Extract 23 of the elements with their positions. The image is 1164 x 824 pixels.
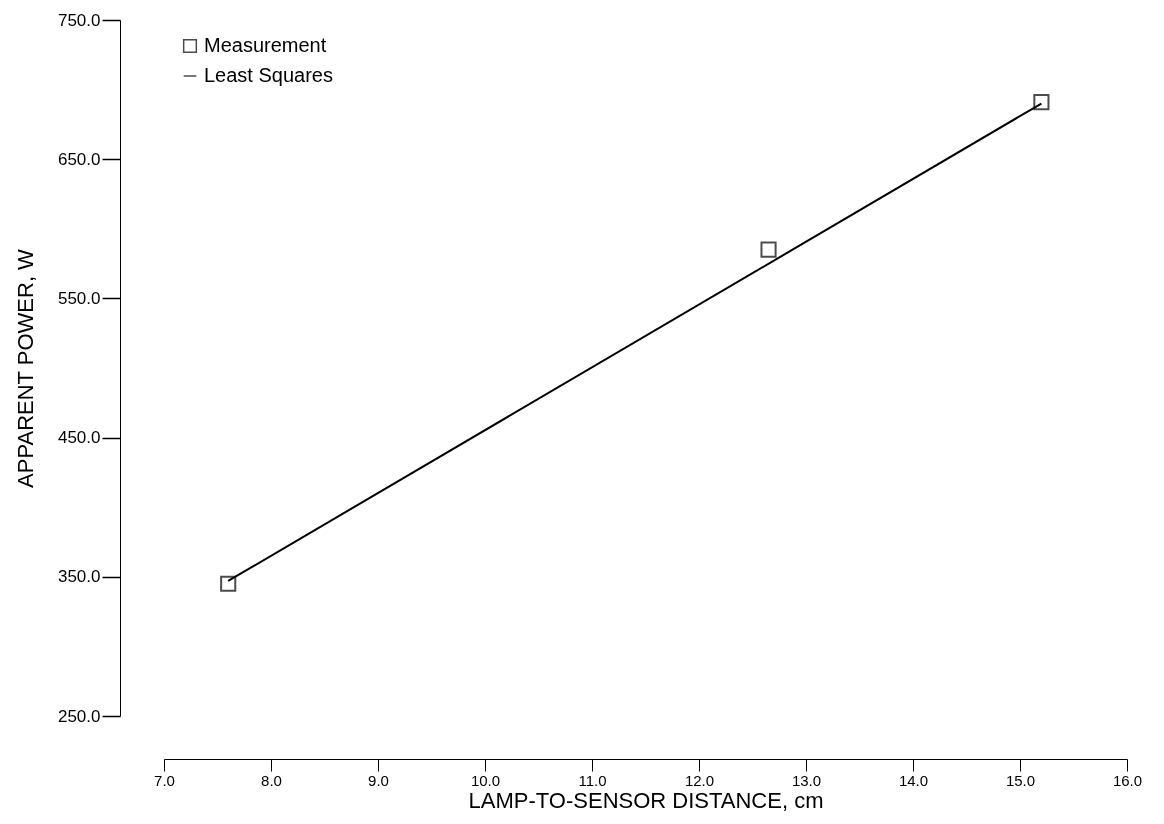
x-tick-label: 12.0 <box>684 771 715 789</box>
x-tick-label: 15.0 <box>1005 771 1036 789</box>
x-tick-label: 11.0 <box>578 771 607 789</box>
y-tick-label: 750.0 <box>57 10 101 30</box>
legend-label: Measurement <box>204 34 327 56</box>
x-tick-label: 13.0 <box>791 771 822 789</box>
legend-label: Least Squares <box>204 64 333 86</box>
x-tick-label: 8.0 <box>261 771 282 789</box>
y-tick-label: 550.0 <box>57 288 101 308</box>
y-axis-title: APPARENT POWER, W <box>12 248 38 488</box>
y-tick-label: 250.0 <box>57 706 101 726</box>
point <box>220 575 237 592</box>
point <box>1033 94 1050 111</box>
x-axis-title: LAMP-TO-SENSOR DISTANCE, cm <box>468 787 824 813</box>
y-tick-label: 650.0 <box>57 149 101 169</box>
y-tick-label: 350.0 <box>57 567 101 587</box>
x-tick-label: 10.0 <box>470 771 501 789</box>
x-tick-label: 14.0 <box>898 771 929 789</box>
point <box>760 241 777 258</box>
y-tick-label: 450.0 <box>57 428 101 448</box>
x-tick-label: 16.0 <box>1112 771 1143 789</box>
x-tick-label: 7.0 <box>154 771 175 789</box>
x-tick-label: 9.0 <box>368 771 389 789</box>
